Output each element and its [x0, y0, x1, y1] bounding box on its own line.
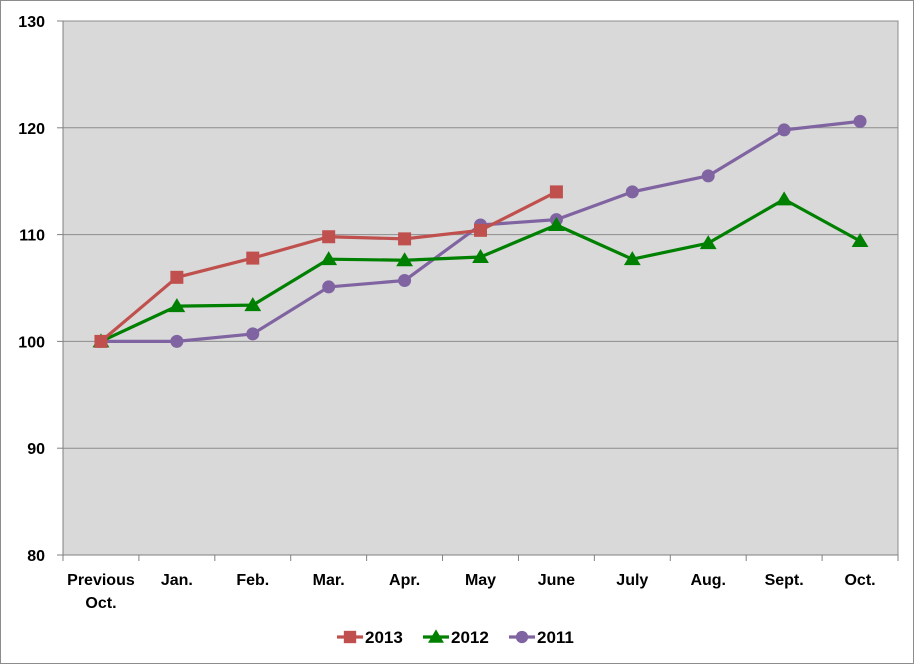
x-tick-label: Previous Oct.: [67, 572, 135, 612]
legend-swatch-marker: [515, 630, 529, 644]
y-tick-label-120: 120: [18, 121, 45, 138]
x-tick-label: May: [465, 572, 496, 589]
x-axis-ticks: Previous Oct. Jan. Feb. Mar. Apr. May June July A…: [62, 555, 899, 612]
data-point-2013: [322, 230, 336, 244]
data-point-2011: [701, 169, 715, 183]
x-tick-label: Mar.: [313, 572, 345, 589]
y-tick-label-80: 80: [27, 548, 45, 565]
y-tick-label-110: 110: [19, 228, 45, 245]
plot-area: [62, 20, 899, 556]
data-point-2013: [94, 334, 108, 348]
x-tick-label: Aug.: [690, 572, 726, 589]
data-point-2011: [853, 114, 867, 128]
legend-entry-2012: 2012: [423, 628, 489, 647]
x-tick-label: Apr.: [389, 572, 420, 589]
x-tick-label: Oct.: [844, 572, 875, 589]
legend-swatch-marker: [428, 629, 444, 643]
axes: [62, 21, 898, 556]
x-tick-label: Jan.: [161, 572, 193, 589]
series-2013: [94, 185, 563, 348]
data-point-2013: [474, 223, 487, 237]
data-point-2013: [246, 251, 260, 265]
x-tick-label: June: [538, 572, 575, 589]
data-point-2012: [168, 298, 186, 313]
data-point-2011: [398, 274, 412, 288]
data-point-2012: [472, 249, 489, 264]
x-tick-label: Feb.: [236, 572, 269, 589]
legend-swatch-marker: [343, 630, 357, 644]
y-tick-label-130: 130: [18, 14, 45, 31]
data-point-2011: [170, 334, 184, 348]
y-axis-ticks: 80 90 100 110 120 130: [18, 14, 63, 565]
data-point-2012: [548, 216, 565, 231]
y-tick-label-100: 100: [18, 334, 45, 351]
data-point-2012: [851, 233, 869, 248]
data-point-2012: [320, 251, 338, 266]
legend: 2013 2012 2011: [337, 628, 574, 647]
y-tick-label-90: 90: [27, 441, 45, 458]
legend-entry-2011: 2011: [509, 628, 574, 647]
series-layer: [92, 114, 869, 348]
legend-label-2011: 2011: [537, 628, 574, 647]
data-point-2011: [777, 123, 791, 137]
data-point-2013: [170, 270, 184, 284]
data-point-2012: [775, 191, 793, 206]
legend-entry-2013: 2013: [337, 628, 403, 647]
legend-label-2013: 2013: [365, 628, 403, 647]
data-point-2011: [322, 280, 336, 294]
data-point-2012: [699, 235, 717, 250]
data-point-2011: [246, 327, 260, 341]
data-point-2013: [398, 232, 412, 246]
data-point-2012: [244, 297, 262, 312]
data-point-2011: [625, 185, 639, 199]
data-point-2012: [396, 252, 413, 267]
data-point-2012: [623, 251, 641, 266]
data-point-2013: [549, 185, 563, 199]
x-tick-label: Sept.: [765, 572, 804, 589]
legend-label-2012: 2012: [451, 628, 489, 647]
x-tick-label: July: [616, 572, 648, 589]
